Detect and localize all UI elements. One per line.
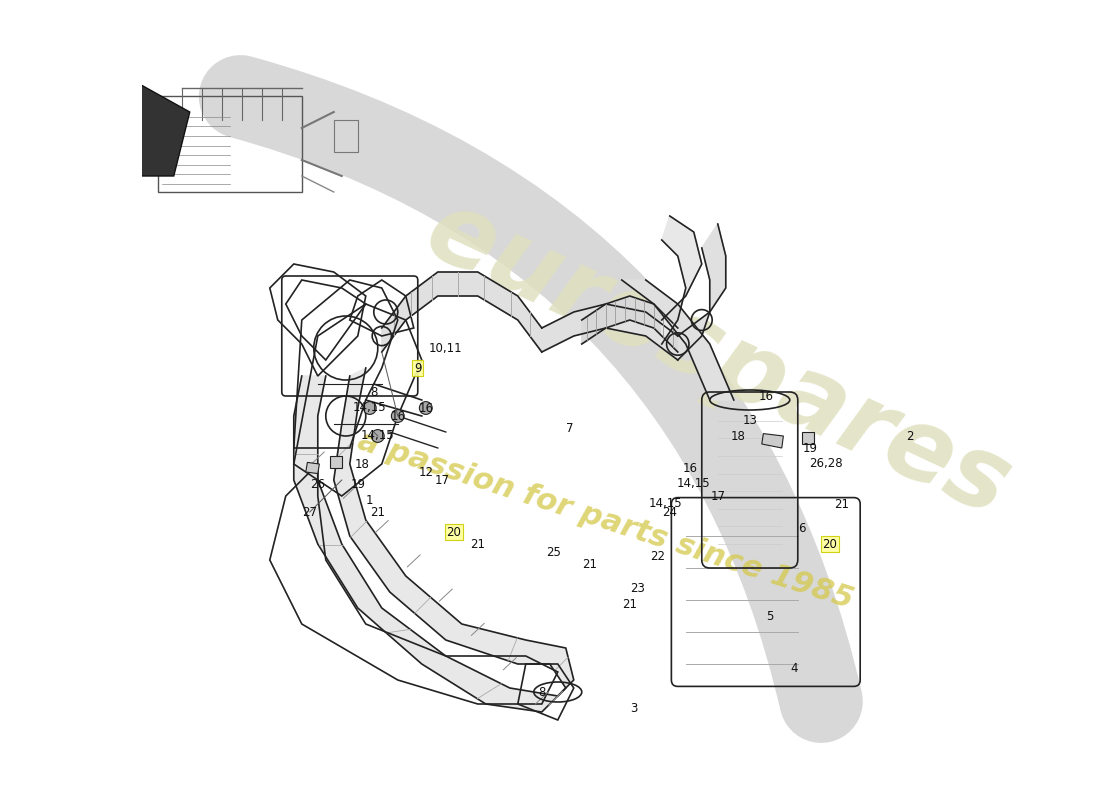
Polygon shape (678, 224, 726, 360)
Polygon shape (382, 272, 542, 352)
Text: 14,15: 14,15 (361, 430, 395, 442)
Polygon shape (542, 304, 678, 360)
Text: 2: 2 (906, 430, 913, 442)
Text: 23: 23 (630, 582, 646, 594)
Circle shape (419, 402, 432, 414)
Text: a passion for parts since 1985: a passion for parts since 1985 (354, 426, 857, 614)
Text: 26: 26 (310, 478, 326, 490)
Text: 7: 7 (566, 422, 573, 434)
Text: 12: 12 (418, 466, 433, 478)
Text: 22: 22 (650, 550, 666, 562)
Text: 21: 21 (623, 598, 637, 610)
Polygon shape (662, 216, 702, 344)
Text: 20: 20 (823, 538, 837, 550)
Text: 16: 16 (758, 390, 773, 402)
Text: 10,11: 10,11 (429, 342, 463, 354)
Text: 13: 13 (742, 414, 757, 426)
Text: 25: 25 (547, 546, 561, 558)
Text: 14,15: 14,15 (649, 498, 683, 510)
Text: 21: 21 (582, 558, 597, 570)
Text: 18: 18 (730, 430, 745, 442)
Text: 17: 17 (434, 474, 449, 486)
Text: 8: 8 (538, 686, 546, 698)
Text: 14,15: 14,15 (353, 402, 386, 414)
Text: 6: 6 (798, 522, 805, 534)
Text: 20: 20 (447, 526, 461, 538)
Text: 4: 4 (790, 662, 798, 674)
Polygon shape (762, 434, 783, 448)
Polygon shape (621, 280, 734, 400)
Circle shape (392, 410, 404, 422)
Polygon shape (802, 432, 814, 444)
Text: 18: 18 (354, 458, 370, 470)
Text: 19: 19 (802, 442, 817, 454)
Text: 24: 24 (662, 506, 678, 518)
Text: 17: 17 (711, 490, 725, 502)
Text: 16: 16 (682, 462, 697, 474)
Polygon shape (294, 368, 574, 712)
Polygon shape (306, 462, 319, 474)
Text: 5: 5 (766, 610, 773, 622)
Text: 26,28: 26,28 (808, 458, 843, 470)
Text: 9: 9 (414, 362, 421, 374)
Text: 8: 8 (370, 386, 377, 398)
Text: 21: 21 (834, 498, 849, 510)
Text: 16: 16 (418, 402, 433, 414)
Circle shape (372, 430, 384, 442)
Text: 21: 21 (471, 538, 485, 550)
Text: 27: 27 (302, 506, 317, 518)
Text: 16: 16 (390, 410, 405, 422)
Polygon shape (330, 456, 342, 468)
Text: 3: 3 (630, 702, 638, 714)
Text: 19: 19 (350, 478, 365, 490)
Polygon shape (582, 296, 678, 352)
Text: 21: 21 (371, 506, 385, 518)
Text: 1: 1 (366, 494, 374, 506)
Text: 14,15: 14,15 (676, 478, 711, 490)
Circle shape (363, 402, 376, 414)
Polygon shape (118, 72, 190, 176)
Text: eurospares: eurospares (410, 182, 1025, 538)
